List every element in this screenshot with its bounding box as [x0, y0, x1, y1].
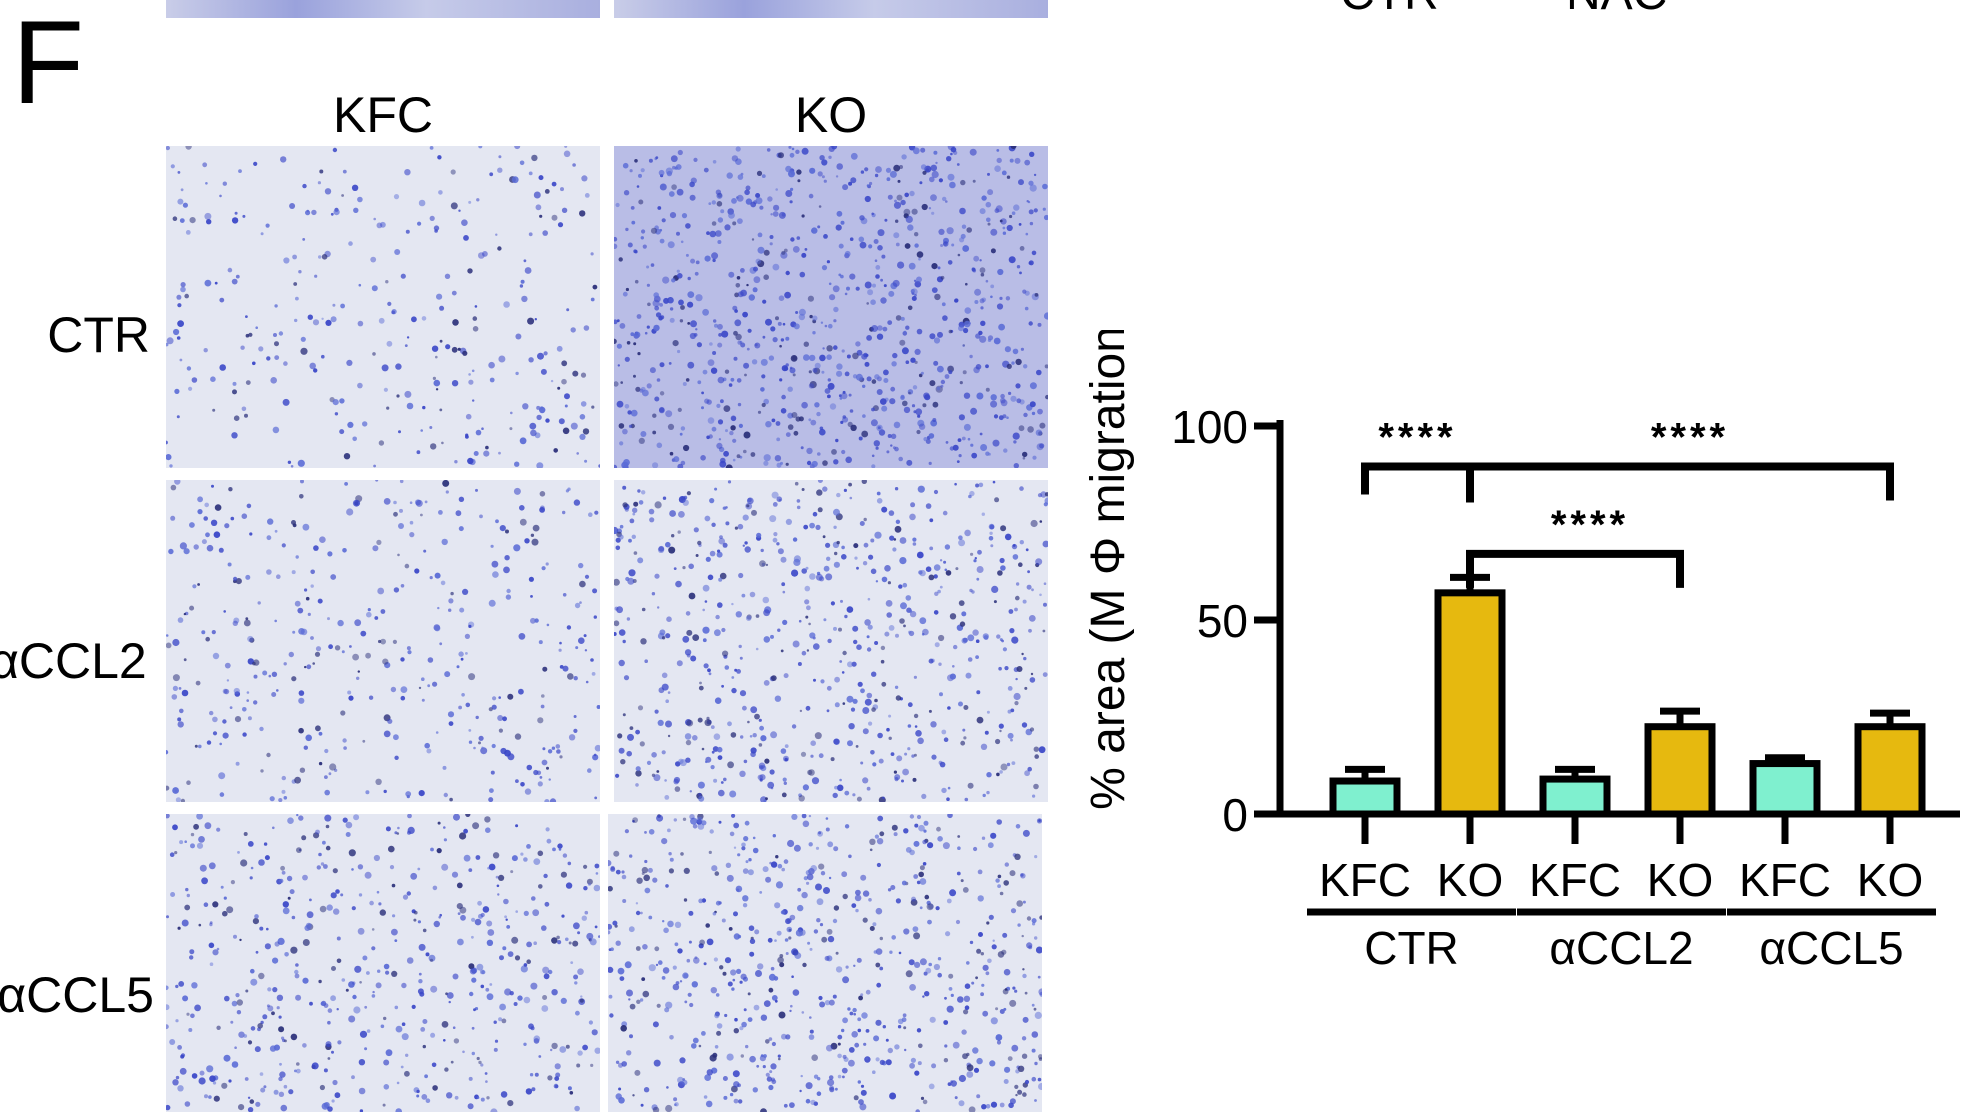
x-tick-label-2: KFC — [1529, 854, 1621, 906]
micrograph-ko-ctr — [614, 146, 1048, 468]
x-tick-label-5: KO — [1857, 854, 1923, 906]
group-label-2: αCCL5 — [1759, 922, 1903, 970]
significance-bracket-1 — [1466, 549, 1684, 588]
group-label-1: αCCL2 — [1549, 922, 1693, 970]
micrograph-ko-accl5 — [608, 814, 1042, 1112]
x-tick-label-0: KFC — [1319, 854, 1411, 906]
significance-layer: **** **** **** — [1361, 416, 1894, 588]
previous-panel-image-strip-left — [166, 0, 600, 18]
bar-ko-3 — [1644, 723, 1716, 818]
micrograph-kfc-accl2 — [166, 480, 600, 802]
column-title-kfc: KFC — [333, 87, 433, 143]
micrograph-kfc-accl5 — [166, 814, 600, 1112]
significance-label-1: **** — [1551, 503, 1629, 547]
y-tick-label-100: 100 — [1171, 401, 1248, 453]
x-tick-label-4: KFC — [1739, 854, 1831, 906]
bars-layer — [1329, 573, 1926, 818]
x-tick-label-3: KO — [1647, 854, 1713, 906]
row-label-accl5: αCCL5 — [0, 967, 154, 1023]
bar-ko-5 — [1854, 723, 1926, 818]
micrograph-ko-accl2 — [614, 480, 1048, 802]
y-axis-label: % area (M Φ migration) — [1082, 330, 1135, 810]
row-label-ctr: CTR — [47, 307, 150, 363]
significance-label-0: **** — [1378, 416, 1456, 460]
significance-label-2: **** — [1651, 416, 1729, 460]
previous-panel-image-strip-right — [614, 0, 1048, 18]
column-title-ko: KO — [794, 87, 868, 143]
y-tick-label-0: 0 — [1222, 789, 1248, 841]
x-tick-label-1: KO — [1437, 854, 1503, 906]
row-label-accl2: αCCL2 — [0, 633, 147, 689]
bar-ko-1 — [1434, 589, 1506, 818]
previous-panel-label-ctr: CTR — [1340, 0, 1439, 18]
panel-letter: F — [12, 0, 85, 129]
significance-bracket-0 — [1361, 462, 1474, 495]
significance-bracket-2 — [1466, 462, 1894, 503]
y-tick-label-50: 50 — [1197, 595, 1248, 647]
bar-kfc-4 — [1749, 760, 1821, 818]
micrograph-kfc-ctr — [166, 146, 600, 468]
previous-panel-label-nac: NAC — [1566, 0, 1667, 18]
bar-kfc-0 — [1329, 777, 1401, 818]
bar-kfc-2 — [1539, 775, 1611, 818]
group-label-0: CTR — [1364, 922, 1459, 970]
axis-layer: 0 50 100 KFC KO KFC KO KFC KO CTR αCCL2 αCCL5 — [1171, 401, 1960, 970]
